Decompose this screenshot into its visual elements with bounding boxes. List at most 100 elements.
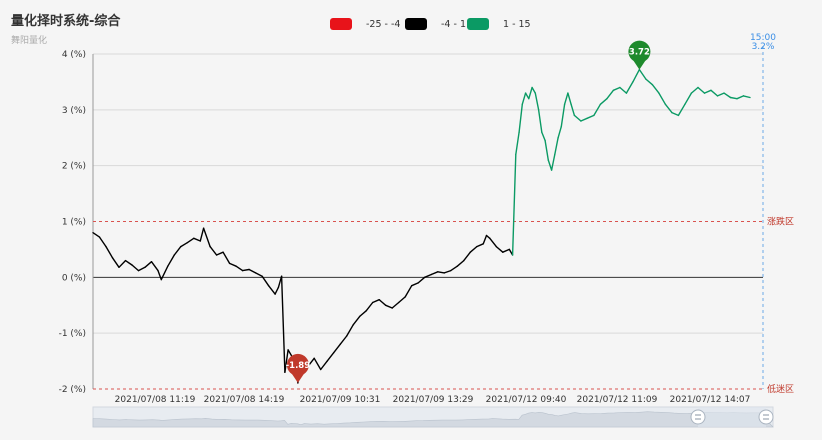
series-segment [515,131,520,156]
series-segment [651,83,660,94]
series-segment [173,245,182,256]
series-segment [241,268,250,272]
legend-item[interactable]: -25 - -4 [330,18,400,30]
legend-label: 1 - 15 [503,18,531,30]
series-segment [599,97,608,106]
series-segment [365,301,374,312]
series-segment [554,137,559,156]
series-segment [632,68,641,83]
series-segment [443,269,452,274]
series-segment [638,68,647,80]
series [92,68,751,384]
series-segment [131,264,140,272]
series-segment [511,153,517,256]
series-segment [736,95,745,100]
series-segment [372,299,380,304]
series-segment [723,92,732,99]
zoom-handle[interactable] [690,409,706,425]
series-segment [563,92,569,106]
series-segment [222,251,231,265]
zoom-handle[interactable] [758,409,774,425]
series-segment [284,349,289,373]
series-segment [489,237,497,248]
series-segment [518,103,523,133]
series-segment [209,245,218,256]
series-segment [645,78,654,86]
x-tick-label: 2021/07/12 14:07 [670,395,751,405]
series-segment [430,271,439,276]
series-segment [320,360,328,371]
min-marker-label: -1.89 [286,361,311,371]
y-axis: -2 (%) -1 (%) 0 (%) 1 (%) 2 (%) 3 (%) 4 (%) [59,50,94,395]
series-segment [333,343,341,354]
x-tick-label: 2021/07/08 11:19 [115,395,196,405]
series-segment [573,114,582,122]
upper-threshold-label: 涨跌区 [767,217,794,228]
series-segment [469,245,478,253]
min-marker-pin [286,353,309,376]
series-segment [619,86,628,94]
x-axis: 2021/07/08 11:19 2021/07/08 14:19 2021/07/… [115,395,751,405]
series-segment [280,275,286,373]
series-segment [186,237,195,244]
series-segment [544,139,549,161]
series-segment [118,259,127,268]
series-segment [586,114,595,119]
series-segment [378,299,387,306]
series-segment [456,259,465,267]
markers: 3.72 -1.89 [286,40,651,383]
series-segment [92,231,101,238]
y-tick-label: -2 (%) [59,385,86,395]
series-segment [105,245,114,259]
legend-swatch [467,18,489,30]
x-tick-label: 2021/07/09 10:31 [300,395,381,405]
series-segment [677,103,686,117]
zoom-slider[interactable] [92,406,774,428]
series-segment [742,95,751,99]
page-title: 量化择时系统-综合 [11,14,121,29]
series-segment [267,285,276,295]
legend-item[interactable]: 1 - 15 [467,18,531,30]
series-segment [697,86,706,94]
series-segment [703,89,712,94]
series-segment [570,103,576,117]
series-segment [160,265,169,281]
legend-label: -4 - 1 [441,18,466,30]
series-segment [528,86,533,100]
page-subtitle: 舞阳量化 [11,36,48,46]
series-segment [215,251,224,256]
series-segment [326,352,335,362]
x-tick-label: 2021/07/08 14:19 [204,395,285,405]
x-tick-label: 2021/07/12 11:09 [577,395,658,405]
max-marker-pin [628,40,651,63]
series-segment [404,285,413,298]
series-segment [254,272,263,277]
series-segment [580,117,589,122]
y-tick-label: 2 (%) [62,162,86,172]
series-segment [716,92,725,97]
series-segment [690,86,699,94]
series-segment [98,236,107,248]
series-segment [359,310,367,318]
legend-item[interactable]: -4 - 1 [405,18,466,30]
series-segment [228,262,237,267]
series-segment [248,268,257,274]
lower-threshold-label: 低迷区 [767,383,794,395]
series-segment [274,286,280,295]
x-tick-label: 2021/07/12 09:40 [486,395,567,405]
max-marker-label: 3.72 [629,48,650,58]
y-tick-label: 4 (%) [62,50,86,60]
zoom-window[interactable] [698,407,766,427]
series-segment [352,315,361,326]
series-segment [658,92,667,106]
series-segment [463,251,471,262]
series-segment [261,275,270,287]
series-segment [729,96,738,100]
x-tick-label: 2021/07/09 13:29 [393,395,474,405]
series-segment [339,335,348,345]
series-segment [612,86,621,92]
series-segment [144,261,153,268]
end-value-label: 3.2% [752,42,775,52]
series-segment [625,81,634,94]
